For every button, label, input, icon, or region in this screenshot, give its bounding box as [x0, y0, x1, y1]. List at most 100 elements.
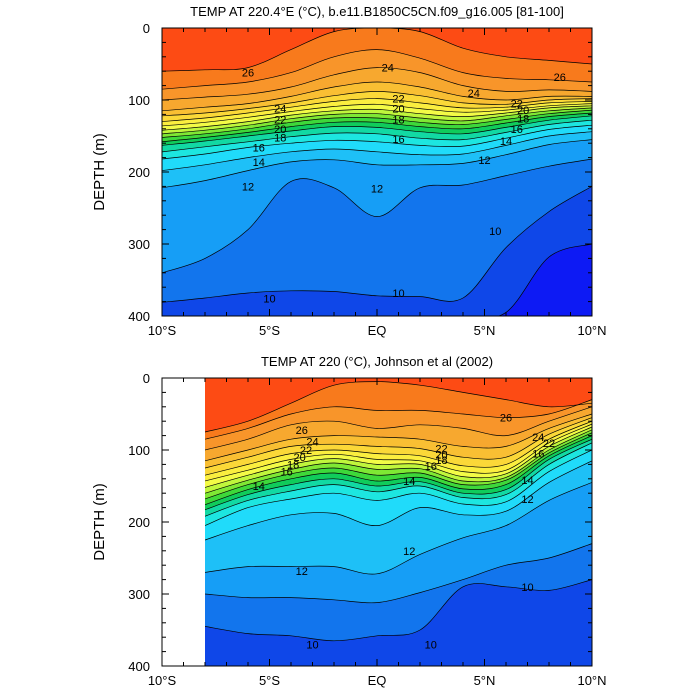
isotherm-line	[205, 543, 592, 604]
temperature-band	[205, 414, 592, 468]
contour-label: 12	[521, 494, 533, 506]
y-tick-label: 100	[128, 93, 150, 108]
contour-label: 14	[500, 136, 512, 148]
isotherm-line	[162, 131, 592, 171]
isotherm-line	[162, 67, 592, 101]
isotherm-line	[205, 438, 592, 511]
contour-label: 12	[296, 566, 308, 578]
temperature-band	[205, 417, 592, 476]
isotherm-line	[205, 426, 592, 488]
contour-label: 26	[296, 425, 308, 437]
model-temperature-panel: 26 24242624222018222018162220181614161412…	[91, 4, 607, 338]
isotherm-line	[162, 107, 592, 135]
temperature-fill-bands	[205, 378, 592, 666]
temperature-band	[205, 429, 592, 499]
x-tick-label: 10°N	[577, 673, 606, 688]
temperature-band	[205, 460, 592, 575]
contour-label: 14	[521, 475, 533, 487]
temperature-band	[162, 159, 592, 303]
y-tick-label: 400	[128, 309, 150, 324]
contour-label: 24	[274, 104, 286, 116]
x-tick-label: 5°N	[474, 323, 496, 338]
temperature-band	[162, 91, 592, 122]
contour-label: 24	[382, 63, 394, 75]
isotherm-line	[205, 579, 592, 642]
isotherm-line	[205, 429, 592, 494]
isotherm-line	[162, 124, 592, 160]
isotherm-line	[205, 406, 592, 451]
temperature-band	[162, 28, 592, 90]
contour-label: 24	[468, 88, 480, 100]
temperature-band	[205, 435, 592, 510]
contour-label: 18	[274, 132, 286, 144]
isotherm-line	[162, 98, 592, 122]
contour-label: 26	[500, 413, 512, 425]
y-tick-label: 200	[128, 165, 150, 180]
x-tick-label: 5°N	[474, 673, 496, 688]
y-tick-label: 400	[128, 659, 150, 674]
temperature-band	[205, 406, 592, 461]
contour-label: 18	[435, 455, 447, 467]
isotherm-line	[162, 158, 592, 274]
isotherm-line	[162, 115, 592, 146]
isotherm-line	[205, 442, 592, 517]
chart-title: TEMP AT 220 (°C), Johnson et al (2002)	[261, 354, 493, 369]
contour-label: 12	[242, 181, 254, 193]
isotherm-line	[205, 417, 592, 469]
isotherm-line	[162, 112, 592, 143]
temperature-band	[162, 82, 592, 116]
isotherm-line	[205, 460, 592, 541]
contour-label: 16	[281, 467, 293, 479]
x-tick-label: 5°S	[259, 673, 280, 688]
x-tick-label: 10°S	[148, 673, 177, 688]
contour-label: 22	[511, 99, 523, 111]
contour-label: 22	[274, 114, 286, 126]
isotherm-line	[162, 109, 592, 138]
isotherm-line	[205, 420, 592, 476]
contour-label: 20	[392, 104, 404, 116]
isotherm-line	[205, 432, 592, 500]
isotherm-line	[162, 91, 592, 117]
contour-label: 16	[253, 143, 265, 155]
contour-label: 20	[274, 124, 286, 136]
contour-label: 10	[489, 226, 501, 238]
isotherm-lines	[162, 28, 592, 316]
isotherm-line	[205, 435, 592, 506]
y-tick-label: 100	[128, 443, 150, 458]
isotherm-line	[162, 243, 592, 316]
contour-label: 10	[425, 639, 437, 651]
isotherm-line	[205, 381, 592, 433]
isotherm-line	[162, 139, 592, 189]
contour-label: 22	[435, 444, 447, 456]
temperature-band	[162, 67, 592, 111]
contour-label: 26	[554, 72, 566, 84]
temperature-band	[162, 139, 592, 273]
contour-label: 20	[517, 105, 529, 117]
contour-label: 14	[253, 157, 265, 169]
y-tick-label: 300	[128, 587, 150, 602]
contour-label: 24	[532, 432, 544, 444]
temperature-band	[205, 439, 592, 517]
chart-title: TEMP AT 220.4°E (°C), b.e11.B1850C5CN.f0…	[190, 4, 564, 19]
temperature-band	[162, 186, 592, 316]
contour-label: 10	[521, 582, 533, 594]
temperature-band	[162, 131, 592, 188]
contour-label: 22	[392, 94, 404, 106]
contour-label: 24	[306, 436, 318, 448]
contour-label: 18	[517, 114, 529, 126]
x-tick-label: 10°S	[148, 323, 177, 338]
temperature-band	[162, 103, 592, 131]
contour-label: 18	[392, 114, 404, 126]
contour-label: 18	[287, 459, 299, 471]
y-axis-title: DEPTH (m)	[91, 483, 108, 561]
temperature-band	[162, 105, 592, 134]
isotherm-line	[205, 482, 592, 575]
y-tick-label: 0	[143, 21, 150, 36]
x-tick-label: EQ	[368, 673, 387, 688]
contour-label: 20	[435, 449, 447, 461]
temperature-band	[205, 543, 592, 641]
contour-label: 16	[425, 461, 437, 473]
isotherm-line	[162, 103, 592, 127]
contour-label: 16	[392, 134, 404, 146]
temperature-band	[205, 432, 592, 505]
